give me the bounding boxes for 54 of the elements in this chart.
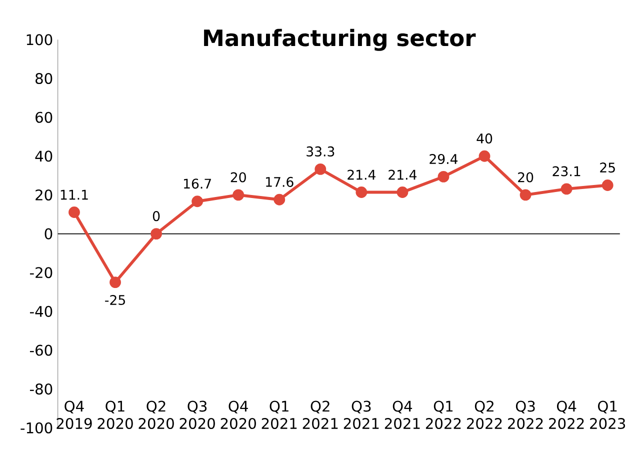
data-label: 16.7 <box>184 178 211 189</box>
point <box>602 180 614 192</box>
x-tick-label: Q4 2020 <box>220 400 256 430</box>
x-tick-label: Q1 2022 <box>426 400 461 430</box>
x-tick-label: Q1 2023 <box>590 400 626 430</box>
x-tick-label: Q4 2022 <box>549 400 584 430</box>
y-tick-label: 0 <box>44 228 52 240</box>
point <box>150 228 162 240</box>
point <box>192 196 204 208</box>
data-label: 23.1 <box>552 166 580 176</box>
x-tick-label: Q3 2022 <box>508 400 543 430</box>
data-label: 21.4 <box>388 170 417 180</box>
x-tick-label: Q3 2021 <box>344 400 379 430</box>
y-tick-label: -80 <box>30 384 52 395</box>
x-tick-label: Q1 2020 <box>98 400 133 430</box>
x-tick-label: Q4 2019 <box>56 400 92 430</box>
point <box>478 150 490 162</box>
point <box>110 276 121 288</box>
data-label: 29.4 <box>430 154 458 164</box>
data-label: -25 <box>105 295 125 306</box>
y-tick-label: 60 <box>36 112 52 123</box>
y-tick-label: -20 <box>30 267 52 278</box>
point <box>438 171 450 182</box>
data-label: 20 <box>518 172 534 182</box>
data-label: 11.1 <box>60 190 88 200</box>
x-tick-label: Q1 2021 <box>262 400 297 430</box>
point <box>396 186 408 198</box>
data-label: 40 <box>476 133 492 144</box>
point <box>520 189 532 201</box>
y-tick-label: 80 <box>36 73 52 84</box>
point <box>314 164 326 175</box>
x-tick-label: Q3 2020 <box>180 400 215 430</box>
y-tick-label: 100 <box>26 34 52 46</box>
data-label: 25 <box>600 162 615 173</box>
point <box>274 194 286 206</box>
chart-title: Manufacturing sector <box>204 28 476 51</box>
point <box>232 189 244 201</box>
point <box>560 183 572 195</box>
data-label: 17.6 <box>266 176 294 188</box>
y-tick-label: 20 <box>36 190 52 201</box>
y-tick-label: 40 <box>35 150 52 162</box>
x-tick-label: Q2 2020 <box>138 400 174 430</box>
y-tick-label: -60 <box>30 344 52 356</box>
data-label: 33.3 <box>306 146 334 157</box>
y-tick-label: -40 <box>30 306 52 318</box>
data-label: 0 <box>152 211 160 222</box>
data-label: 21.4 <box>348 170 376 180</box>
x-tick-label: Q4 2021 <box>384 400 420 430</box>
x-tick-label: Q2 2022 <box>466 400 502 430</box>
point <box>356 186 368 198</box>
data-label: 20 <box>230 172 246 182</box>
point <box>68 206 80 218</box>
x-tick-label: Q2 2021 <box>302 400 338 430</box>
y-tick-label: -100 <box>20 422 52 434</box>
